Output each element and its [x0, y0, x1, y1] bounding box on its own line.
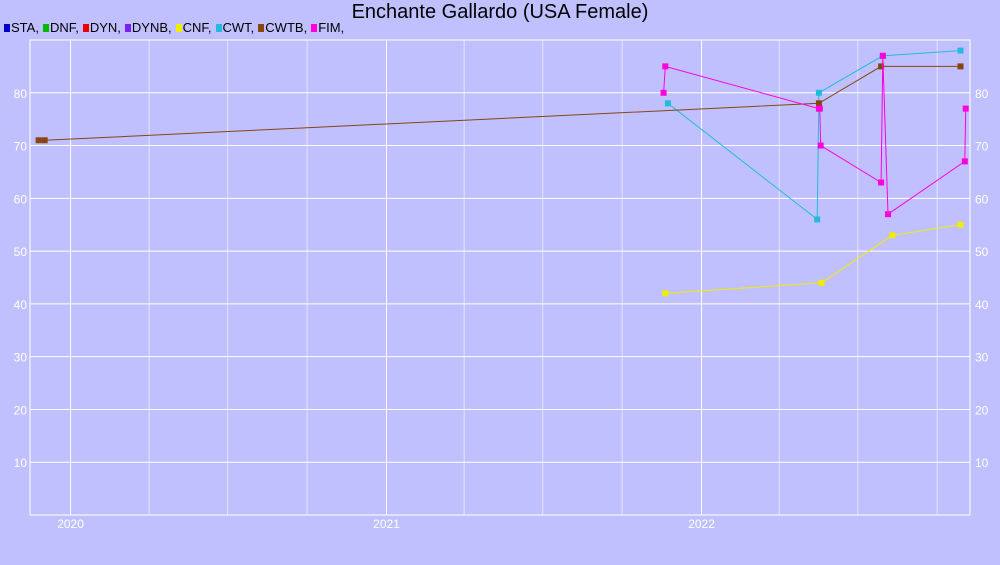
- series-line-cwtb: [38, 65, 961, 141]
- data-point-cnf: [957, 221, 964, 228]
- legend-item: DYN,: [82, 20, 121, 36]
- data-point-fim: [817, 142, 824, 149]
- legend-label: DYNB,: [131, 20, 172, 35]
- legend-swatch: [215, 24, 222, 32]
- legend-swatch: [82, 24, 89, 32]
- legend-swatch: [124, 24, 131, 32]
- data-point-fim: [884, 211, 891, 218]
- y-tick-label-left: 50: [14, 245, 28, 259]
- data-point-cwt: [814, 216, 821, 223]
- data-point-cwtb: [35, 137, 42, 144]
- series-line-fim: [663, 55, 967, 216]
- data-point-fim: [962, 105, 969, 112]
- legend-item: CWTB,: [258, 20, 307, 36]
- data-point-cnf: [889, 232, 896, 239]
- data-point-fim: [816, 105, 823, 112]
- series-line-cnf: [665, 224, 961, 294]
- chart-title: Enchante Gallardo (USA Female): [351, 1, 649, 23]
- x-tick-label: 2021: [373, 517, 400, 531]
- data-point-fim: [660, 89, 667, 96]
- data-point-cnf: [818, 279, 825, 286]
- legend-item: FIM,: [311, 20, 344, 36]
- y-tick-label-left: 80: [14, 87, 28, 101]
- data-point-fim: [879, 52, 886, 59]
- data-point-fim: [878, 179, 885, 186]
- y-tick-label-right: 60: [975, 192, 989, 206]
- legend: STA, DNF, DYN, DYNB, CNF, CWT, CWTB, FIM,: [4, 20, 348, 36]
- y-tick-label-right: 10: [975, 456, 989, 470]
- legend-label: DYN,: [89, 20, 121, 35]
- plot-frame: [29, 39, 971, 516]
- x-tick-label: 2020: [57, 517, 84, 531]
- y-tick-label-left: 30: [14, 351, 28, 365]
- y-tick-label-left: 10: [14, 456, 28, 470]
- legend-swatch: [258, 24, 265, 32]
- legend-label: CNF,: [182, 20, 212, 35]
- y-tick-label-left: 20: [14, 403, 28, 417]
- data-point-cwt: [815, 89, 822, 96]
- data-point-cwtb: [957, 63, 964, 70]
- y-tick-label-right: 80: [975, 87, 989, 101]
- legend-item: CWT,: [215, 20, 255, 36]
- y-tick-label-left: 40: [14, 298, 28, 312]
- data-point-cwtb: [815, 100, 822, 107]
- data-point-cnf: [662, 290, 669, 297]
- data-point-fim: [662, 63, 669, 70]
- data-point-cwt: [957, 47, 964, 54]
- y-tick-label-right: 40: [975, 298, 989, 312]
- legend-swatch: [4, 24, 10, 32]
- legend-item: DYNB,: [124, 20, 172, 36]
- data-point-cwtb: [878, 63, 885, 70]
- x-tick-label: 2022: [688, 517, 715, 531]
- data-point-fim: [961, 158, 968, 165]
- legend-label: CWTB,: [265, 20, 308, 35]
- legend-swatch: [42, 24, 49, 32]
- legend-swatch: [311, 24, 318, 32]
- y-tick-label-left: 70: [14, 140, 28, 154]
- data-point-cwt: [664, 100, 671, 107]
- legend-label: DNF,: [49, 20, 79, 35]
- y-tick-label-right: 30: [975, 351, 989, 365]
- legend-label: STA,: [11, 20, 39, 35]
- legend-swatch: [175, 24, 182, 32]
- legend-label: FIM,: [318, 20, 345, 35]
- data-point-cwtb: [41, 137, 48, 144]
- legend-label: CWT,: [222, 20, 255, 35]
- legend-item: STA,: [4, 20, 39, 36]
- legend-item: DNF,: [42, 20, 79, 36]
- y-tick-label-left: 60: [14, 192, 28, 206]
- y-tick-label-right: 20: [975, 403, 989, 417]
- y-tick-label-right: 50: [975, 245, 989, 259]
- legend-item: CNF,: [175, 20, 212, 36]
- y-tick-label-right: 70: [975, 140, 989, 154]
